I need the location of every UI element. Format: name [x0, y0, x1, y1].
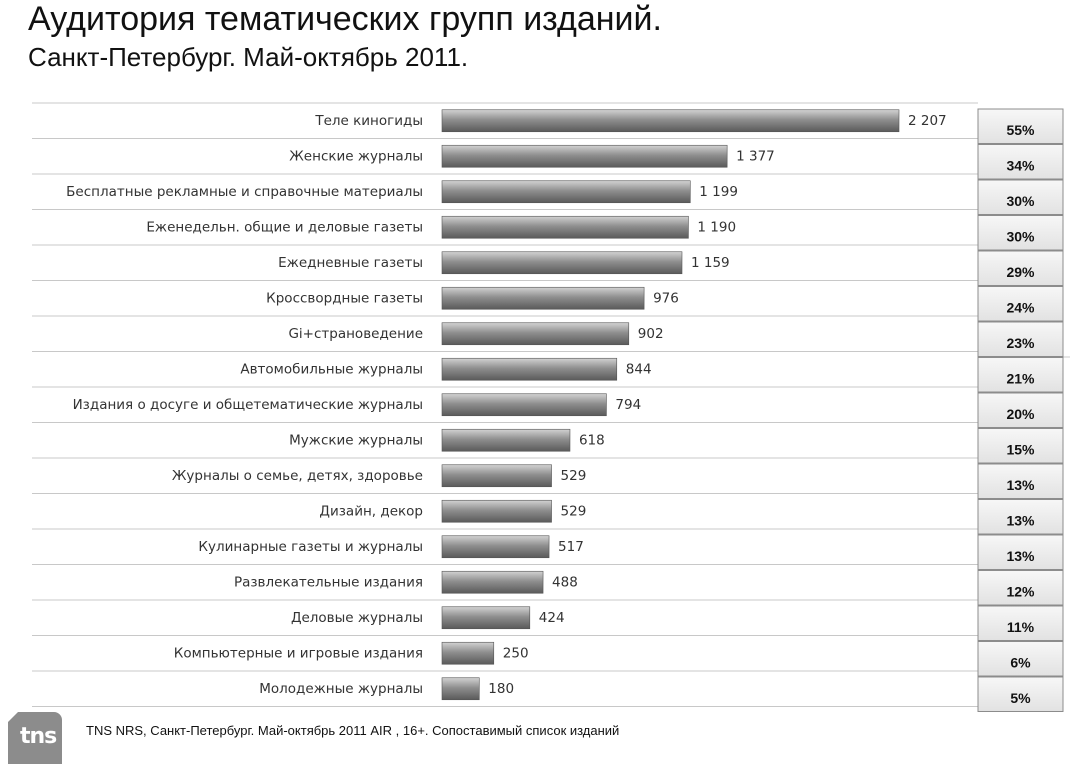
bar — [441, 109, 900, 133]
tns-logo-icon — [8, 712, 62, 764]
percentage-label: 24% — [1006, 299, 1035, 315]
percentage-label: 30% — [1006, 193, 1035, 209]
bar — [441, 641, 495, 665]
percentage-label: 12% — [1006, 583, 1035, 599]
category-label: Журналы о семье, детях, здоровье — [172, 468, 423, 484]
bar — [441, 428, 571, 452]
value-label: 618 — [579, 432, 605, 448]
category-label: Молодежные журналы — [259, 681, 423, 697]
bar-chart: Теле киногиды 2 207 Женские журналы 1 377 Бе… — [32, 102, 1070, 712]
bar — [441, 180, 691, 204]
bar — [441, 499, 552, 523]
category-label: Gi+страноведение — [288, 326, 423, 342]
category-label: Компьютерные и игровые издания — [174, 645, 423, 661]
percentage-box — [977, 570, 1064, 606]
percentage-box — [977, 250, 1064, 286]
percentage-label: 34% — [1006, 157, 1035, 173]
percentage-label: 55% — [1006, 122, 1035, 138]
value-label: 1 199 — [699, 184, 738, 200]
bar — [441, 570, 544, 594]
percentage-label: 20% — [1006, 406, 1035, 422]
bar — [441, 286, 645, 310]
percentage-label: 30% — [1006, 228, 1035, 244]
bar — [441, 322, 630, 346]
percentage-label: 13% — [1006, 512, 1035, 528]
value-label: 844 — [626, 361, 652, 377]
percentage-box — [977, 321, 1064, 357]
value-label: 488 — [552, 574, 578, 590]
percentage-label: 21% — [1006, 370, 1035, 386]
percentage-box — [977, 108, 1064, 144]
category-label: Издания о досуге и общетематические журн… — [73, 397, 423, 413]
logo-text: tns — [20, 724, 57, 749]
value-label: 976 — [653, 290, 679, 306]
value-label: 1 159 — [691, 255, 730, 271]
value-label: 794 — [615, 397, 641, 413]
value-label: 902 — [638, 326, 664, 342]
percentage-label: 6% — [1010, 654, 1031, 670]
percentage-label: 23% — [1006, 335, 1035, 351]
bar — [441, 606, 531, 630]
bar — [441, 144, 728, 168]
percentage-box — [977, 286, 1064, 322]
footnote: TNS NRS, Санкт-Петербург. Май-октябрь 20… — [86, 723, 620, 738]
category-label: Автомобильные журналы — [240, 361, 423, 377]
percentage-label: 5% — [1010, 690, 1031, 706]
value-label: 1 190 — [697, 219, 736, 235]
category-label: Дизайн, декор — [319, 503, 423, 519]
percentage-box — [977, 676, 1064, 712]
percentage-box — [977, 499, 1064, 535]
percentage-box — [977, 357, 1064, 393]
value-label: 424 — [539, 610, 565, 626]
category-label: Бесплатные рекламные и справочные матери… — [66, 184, 423, 200]
percentage-box — [977, 144, 1064, 180]
bar — [441, 251, 683, 275]
percentage-box — [977, 428, 1064, 464]
value-label: 250 — [503, 645, 529, 661]
category-label: Деловые журналы — [291, 610, 423, 626]
percentage-box — [977, 392, 1064, 428]
percentage-label: 13% — [1006, 477, 1035, 493]
value-label: 529 — [561, 503, 587, 519]
bar — [441, 677, 480, 701]
percentage-box — [977, 215, 1064, 251]
percentage-label: 11% — [1007, 619, 1035, 635]
value-label: 1 377 — [736, 148, 775, 164]
chart-title: Аудитория тематических групп изданий. — [28, 0, 662, 38]
percentage-label: 15% — [1006, 441, 1035, 457]
percentage-box — [977, 179, 1064, 215]
category-label: Кулинарные газеты и журналы — [198, 539, 423, 555]
value-label: 180 — [488, 681, 514, 697]
category-label: Мужские журналы — [289, 432, 423, 448]
category-label: Развлекательные издания — [234, 574, 423, 590]
bar — [441, 215, 689, 239]
percentage-box — [977, 605, 1064, 641]
category-label: Кроссвордные газеты — [266, 290, 423, 306]
category-label: Ежедневные газеты — [278, 255, 423, 271]
percentage-label: 29% — [1006, 264, 1035, 280]
chart-subtitle: Санкт-Петербург. Май-октябрь 2011. — [28, 42, 469, 72]
bar — [441, 464, 552, 488]
percentage-label: 13% — [1006, 548, 1035, 564]
value-label: 517 — [558, 539, 584, 555]
category-label: Женские журналы — [289, 148, 423, 164]
percentage-box — [977, 463, 1064, 499]
percentage-box — [977, 534, 1064, 570]
bar — [441, 357, 618, 381]
bar — [441, 393, 607, 417]
value-label: 529 — [561, 468, 587, 484]
bar — [441, 535, 550, 559]
percentage-box — [977, 641, 1064, 677]
category-label: Теле киногиды — [314, 113, 423, 129]
category-label: Еженедельн. общие и деловые газеты — [146, 219, 423, 235]
value-label: 2 207 — [908, 113, 947, 129]
